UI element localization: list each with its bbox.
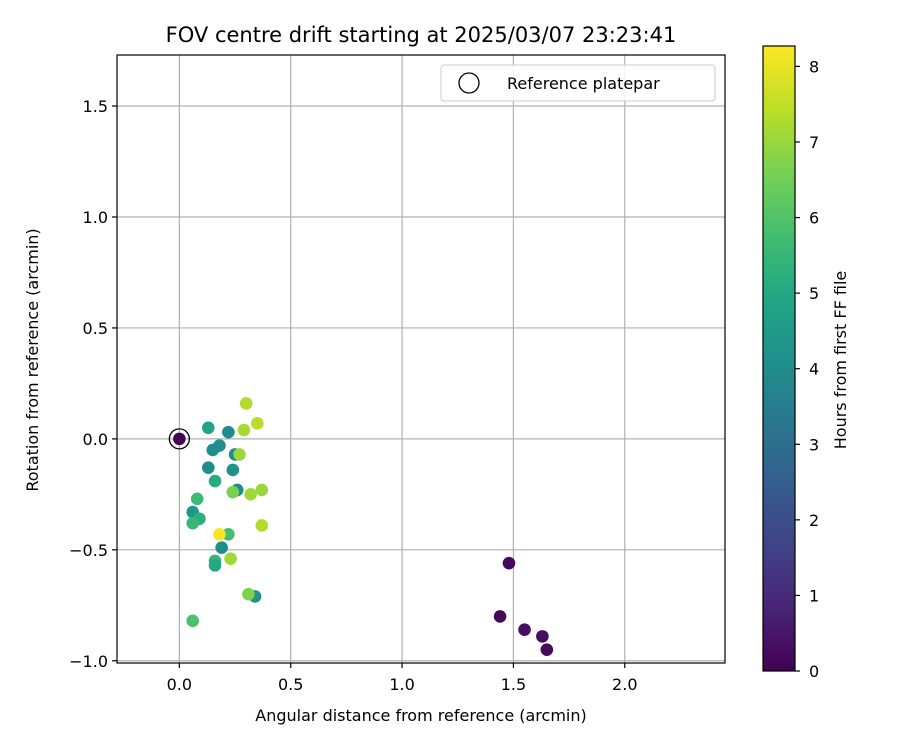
colorbar-gradient [762, 45, 796, 672]
y-tick-label-0: −1.0 [69, 652, 108, 671]
data-point-32 [255, 519, 269, 532]
y-tick-label-5: 1.5 [83, 97, 108, 116]
colorbar-tick-label-5: 5 [809, 284, 819, 303]
data-point-22 [208, 559, 222, 572]
colorbar: 0 1 2 3 4 5 6 7 8 Hours from first FF file [762, 45, 850, 681]
colorbar-ticks: 0 1 2 3 4 5 6 7 8 [795, 57, 819, 681]
y-tick-label-3: 0.5 [83, 319, 108, 338]
x-tick-label-3: 1.5 [501, 675, 526, 694]
data-point-33 [213, 527, 226, 541]
x-tick-label-0: 0.0 [167, 675, 192, 694]
data-point-25 [239, 397, 253, 410]
data-point-30 [244, 488, 257, 501]
data-point-29 [226, 485, 240, 499]
data-point-2 [493, 610, 507, 623]
data-point-18 [186, 516, 200, 530]
colorbar-tick-label-2: 2 [809, 511, 819, 530]
data-point-6 [202, 421, 215, 435]
y-tick-label-4: 1.0 [83, 208, 108, 227]
data-point-4 [536, 630, 549, 643]
data-point-0 [173, 432, 186, 446]
x-tick-label-4: 2.0 [612, 675, 637, 694]
colorbar-tick-label-4: 4 [809, 360, 819, 379]
colorbar-label: Hours from first FF file [831, 271, 850, 450]
legend-entry-reference: Reference platepar [507, 74, 660, 93]
x-tick-label-1: 0.5 [278, 675, 303, 694]
data-point-35 [242, 587, 255, 601]
data-point-9 [206, 443, 220, 457]
colorbar-tick-label-7: 7 [809, 133, 819, 152]
data-point-3 [518, 623, 531, 637]
data-point-34 [224, 552, 237, 566]
x-axis-label: Angular distance from reference (arcmin) [255, 706, 586, 725]
data-point-26 [251, 417, 264, 430]
data-point-24 [186, 614, 200, 628]
legend-marker-reference [458, 72, 480, 94]
colorbar-tick-label-8: 8 [809, 57, 819, 76]
colorbar-tick-label-6: 6 [809, 209, 819, 228]
y-ticks: −1.0 −0.5 0.0 0.5 1.0 1.5 [69, 97, 117, 671]
data-point-12 [226, 463, 240, 477]
data-point-20 [215, 541, 228, 554]
colorbar-tick-label-0: 0 [809, 662, 819, 681]
y-axis-label: Rotation from reference (arcmin) [23, 228, 42, 491]
colorbar-tick-label-1: 1 [809, 586, 819, 605]
x-ticks: 0.0 0.5 1.0 1.5 2.0 [167, 663, 638, 694]
legend-box [440, 64, 716, 102]
y-tick-label-1: −0.5 [69, 541, 108, 560]
grid-lines [117, 55, 725, 663]
y-tick-label-2: 0.0 [83, 430, 108, 449]
data-point-7 [222, 425, 235, 439]
reference-platepar-marker [168, 428, 191, 450]
data-point-13 [208, 474, 222, 488]
data-point-31 [255, 483, 269, 497]
scatter-points [168, 397, 554, 656]
data-point-5 [540, 643, 554, 656]
data-point-28 [233, 448, 246, 461]
data-point-15 [190, 492, 204, 506]
data-point-19 [222, 527, 235, 541]
data-point-27 [237, 423, 251, 437]
legend: Reference platepar [440, 64, 716, 102]
colorbar-tick-label-3: 3 [809, 435, 819, 454]
x-tick-label-2: 1.0 [389, 675, 414, 694]
chart-title: FOV centre drift starting at 2025/03/07 … [166, 23, 677, 47]
plot-frame [116, 54, 726, 664]
data-point-1 [502, 556, 516, 570]
data-point-11 [202, 461, 215, 475]
